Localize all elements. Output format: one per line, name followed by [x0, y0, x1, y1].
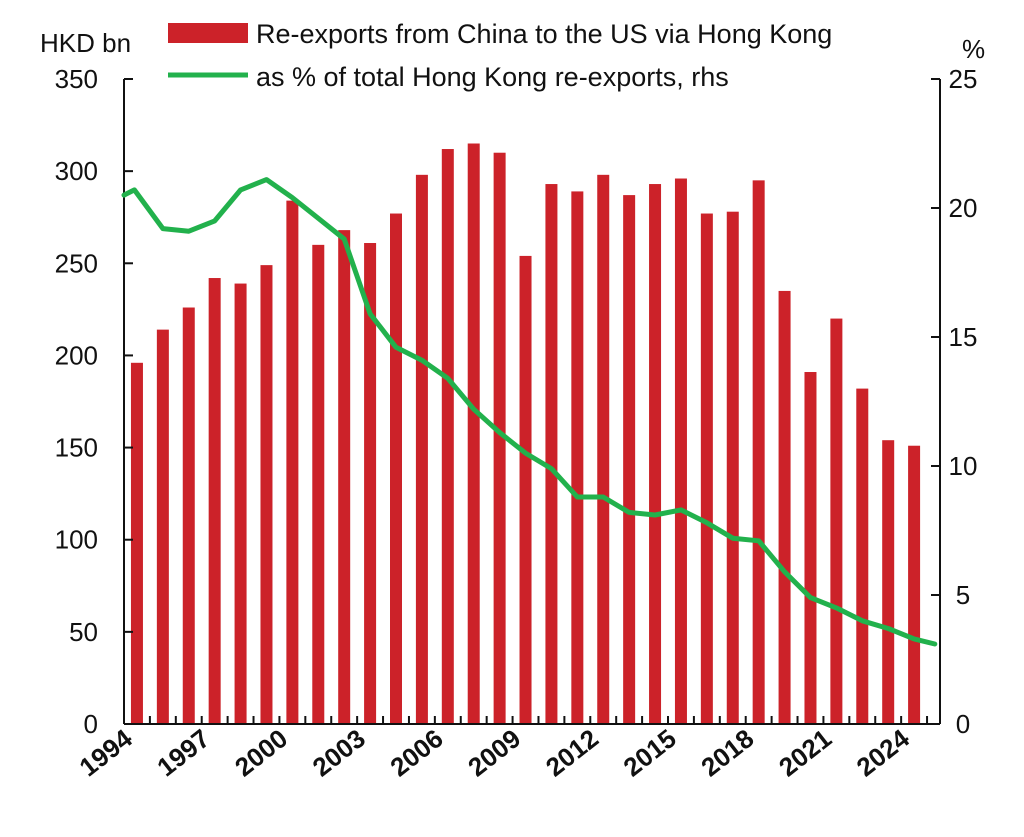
bar [415, 174, 428, 725]
bar [441, 149, 454, 724]
x-tick-label: 2021 [773, 723, 837, 782]
x-tick-label: 2000 [229, 723, 293, 782]
bar-series [130, 143, 921, 725]
left-tick-label: 50 [69, 617, 98, 647]
bar [700, 213, 713, 724]
bar [390, 213, 402, 724]
bar [623, 195, 636, 725]
right-tick-label: 15 [949, 322, 978, 352]
legend: Re-exports from China to the US via Hong… [168, 19, 832, 92]
x-tick-label: 2012 [540, 723, 604, 782]
bar [182, 307, 195, 724]
x-axis-ticks: 1994 1997 2000 2003 2006 2009 2012 2015 2018 2021… [74, 716, 929, 783]
bar [674, 178, 687, 724]
axes [123, 79, 941, 725]
x-tick-label: 2009 [462, 723, 526, 782]
right-tick-label: 25 [949, 64, 978, 94]
line-series [121, 177, 938, 647]
x-tick-label: 2024 [851, 723, 915, 783]
bar [804, 372, 817, 724]
right-axis-unit-label: % [962, 34, 985, 64]
bar [778, 290, 791, 724]
bar [908, 445, 921, 724]
bar [519, 255, 532, 724]
right-axis-ticks: 0 5 10 15 20 25 [931, 64, 977, 739]
bar [338, 230, 351, 724]
legend-swatch-bar [168, 23, 248, 43]
bar [726, 211, 739, 724]
bar [493, 152, 506, 724]
bar [882, 440, 895, 724]
bar [752, 180, 765, 724]
left-tick-label: 0 [84, 709, 98, 739]
bar [364, 243, 377, 724]
bar [286, 200, 299, 725]
right-tick-label: 5 [956, 580, 970, 610]
left-tick-label: 100 [55, 525, 98, 555]
bar [312, 244, 325, 724]
left-tick-label: 300 [55, 156, 98, 186]
left-axis-unit-label: HKD bn [40, 28, 131, 58]
share-line [121, 177, 938, 647]
bar [856, 388, 869, 724]
bar [260, 265, 273, 724]
x-tick-label: 2015 [618, 723, 682, 782]
x-tick-label: 2006 [384, 723, 448, 782]
bar [830, 318, 843, 724]
legend-label-bar: Re-exports from China to the US via Hong… [256, 19, 832, 49]
bar [467, 143, 480, 724]
x-tick-label: 1997 [151, 723, 215, 782]
x-tick-label: 2003 [307, 723, 371, 782]
left-tick-label: 350 [55, 64, 98, 94]
left-axis-ticks: 0 50 100 150 200 250 300 350 [55, 64, 133, 739]
bar [545, 184, 558, 725]
left-tick-label: 150 [55, 433, 98, 463]
x-tick-label: 2018 [695, 723, 759, 782]
left-tick-label: 250 [55, 248, 98, 278]
bar [130, 362, 143, 724]
bar [234, 283, 247, 724]
legend-label-line: as % of total Hong Kong re-exports, rhs [256, 62, 729, 92]
bar [156, 329, 169, 724]
bar [649, 184, 662, 725]
left-tick-label: 200 [55, 340, 98, 370]
right-tick-label: 20 [949, 193, 978, 223]
bar [571, 191, 584, 724]
bar [208, 278, 221, 724]
right-tick-label: 10 [949, 451, 978, 481]
bar [597, 174, 610, 725]
right-tick-label: 0 [956, 709, 970, 739]
